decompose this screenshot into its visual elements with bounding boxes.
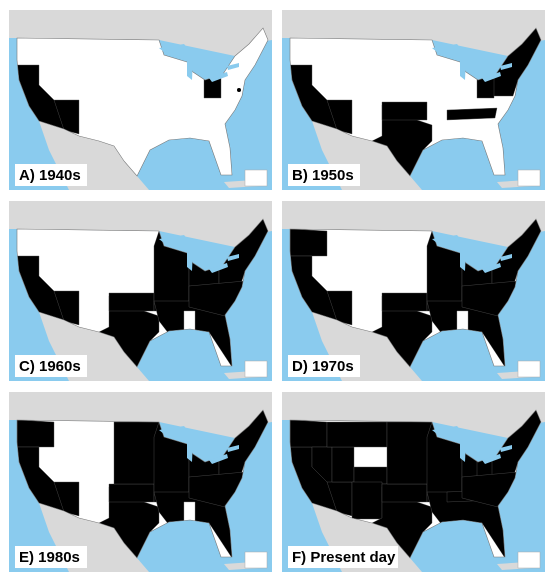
- panel-content: [9, 201, 272, 381]
- lake-huron: [197, 247, 207, 263]
- state-black: [446, 107, 498, 121]
- panel-label: C) 1960s: [19, 358, 81, 375]
- state-black: [351, 481, 383, 520]
- lake-superior: [432, 44, 464, 56]
- map-panel: E) 1980s: [9, 392, 272, 572]
- scale-box: [244, 169, 268, 187]
- state-black: [386, 421, 433, 485]
- lake-michigan: [460, 56, 466, 80]
- lake-erie: [482, 454, 501, 464]
- united-states: [17, 28, 268, 176]
- lake-erie: [482, 72, 501, 82]
- panel-label: F) Present day: [292, 549, 396, 566]
- panel-content: [282, 392, 545, 572]
- lake-huron: [197, 438, 207, 454]
- map-panel: C) 1960s: [9, 201, 272, 381]
- canada: [9, 10, 272, 56]
- canada: [282, 10, 545, 56]
- label-box: [288, 355, 360, 377]
- scale-box: [517, 360, 541, 378]
- scale-box: [244, 360, 268, 378]
- lake-michigan: [460, 438, 466, 462]
- lake-erie: [209, 263, 228, 273]
- lake-erie: [209, 454, 228, 464]
- lake-superior: [432, 426, 464, 438]
- state-black: [53, 481, 80, 517]
- state-black: [353, 466, 388, 485]
- lake-huron: [470, 438, 480, 454]
- label-box: [288, 546, 398, 568]
- scale-box: [517, 169, 541, 187]
- panel-label: B) 1950s: [292, 167, 354, 184]
- canada: [282, 201, 545, 247]
- lake-superior: [432, 235, 464, 247]
- panel-content: [282, 10, 545, 190]
- canada: [9, 201, 272, 247]
- lake-huron: [470, 247, 480, 263]
- canada: [282, 392, 545, 438]
- scale-box: [244, 551, 268, 569]
- lake-michigan: [187, 247, 193, 271]
- label-box: [15, 355, 87, 377]
- lake-ontario: [500, 254, 512, 261]
- lake-ontario: [500, 63, 512, 70]
- canada: [9, 392, 272, 438]
- lake-michigan: [187, 56, 193, 80]
- lake-superior: [159, 235, 191, 247]
- label-box: [288, 164, 360, 186]
- label-box: [15, 164, 87, 186]
- panel-content: [282, 201, 545, 381]
- map-panel: D) 1970s: [282, 201, 545, 381]
- state-black: [108, 483, 155, 503]
- scale-box: [517, 551, 541, 569]
- panel-content: [9, 10, 272, 190]
- label-box: [15, 546, 87, 568]
- lake-superior: [159, 44, 191, 56]
- map-panel: F) Present day: [282, 392, 545, 572]
- lake-ontario: [227, 63, 239, 70]
- panel-content: [9, 392, 272, 572]
- state-black: [326, 421, 388, 448]
- state-black: [53, 99, 80, 135]
- state-black: [381, 101, 428, 121]
- state-black: [17, 419, 55, 448]
- lake-superior: [159, 426, 191, 438]
- lake-erie: [482, 263, 501, 273]
- lake-huron: [470, 56, 480, 72]
- panel-label: A) 1940s: [19, 167, 81, 184]
- state-black: [108, 292, 155, 312]
- state-black: [326, 99, 353, 135]
- lake-michigan: [187, 438, 193, 462]
- lake-ontario: [500, 445, 512, 452]
- lake-erie: [209, 72, 228, 82]
- lake-huron: [197, 56, 207, 72]
- panel-label: E) 1980s: [19, 549, 80, 566]
- state-black: [381, 292, 428, 312]
- state-black: [326, 290, 353, 326]
- lake-michigan: [460, 247, 466, 271]
- lake-ontario: [227, 445, 239, 452]
- state-black: [113, 421, 160, 485]
- dc-dot: [237, 88, 241, 92]
- state-black: [290, 228, 328, 257]
- state-black: [331, 446, 355, 483]
- state-black: [290, 419, 328, 448]
- map-panel: B) 1950s: [282, 10, 545, 190]
- state-black: [381, 483, 428, 503]
- lake-ontario: [227, 254, 239, 261]
- map-panel: A) 1940s: [9, 10, 272, 190]
- state-black: [53, 290, 80, 326]
- panel-label: D) 1970s: [292, 358, 354, 375]
